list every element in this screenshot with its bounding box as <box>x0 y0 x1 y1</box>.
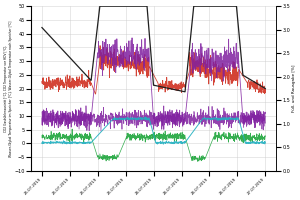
Y-axis label: CO2 Gaskühleraustritt [°C], CO2 Temperatur vor HDV [°C],
Wasser-Glykol Temperatu: CO2 Gaskühleraustritt [°C], CO2 Temperat… <box>4 20 13 157</box>
Y-axis label: Füll- und Rausgabe [%]: Füll- und Rausgabe [%] <box>292 65 296 112</box>
